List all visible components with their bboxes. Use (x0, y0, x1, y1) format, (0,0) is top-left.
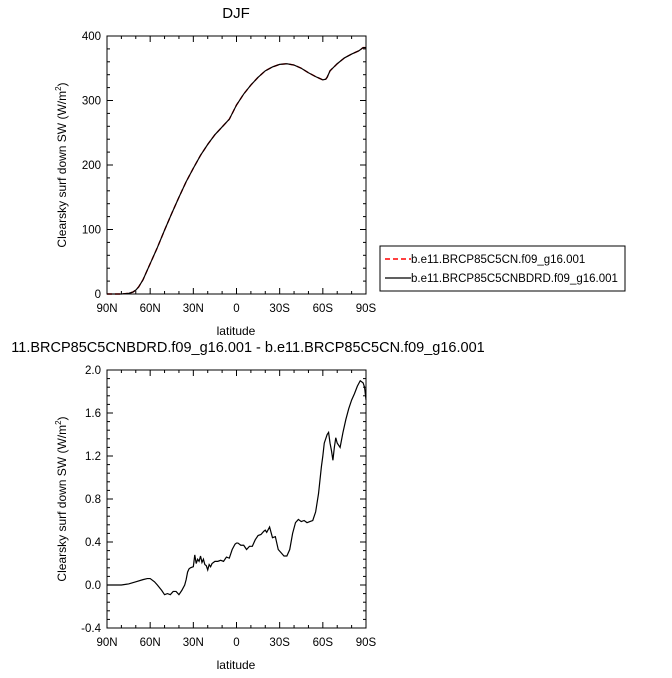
x-tick-label: 30N (183, 637, 204, 649)
y-tick-label: 0.4 (85, 537, 102, 549)
y-tick-label: 0.8 (85, 494, 101, 506)
bottom-plot-frame (106, 369, 367, 629)
y-tick-label: 200 (82, 160, 101, 172)
series-line-control (107, 46, 366, 295)
top-x-axis-label: latitude (217, 324, 256, 338)
x-tick-label: 60N (140, 303, 161, 315)
legend-box (379, 245, 626, 292)
x-tick-label: 60S (313, 637, 334, 649)
y-tick-label: 100 (82, 225, 101, 237)
top-plot-frame (106, 35, 367, 295)
x-tick-label: 0 (233, 637, 239, 649)
y-tick-label: -0.4 (81, 623, 101, 635)
x-tick-label: 0 (233, 303, 239, 315)
legend: b.e11.BRCP85C5CN.f09_g16.001 b.e11.BRCP8… (379, 245, 626, 292)
x-tick-label: 90S (356, 637, 377, 649)
legend-label-control: b.e11.BRCP85C5CN.f09_g16.001 (411, 254, 585, 266)
bottom-y-axis-label: Clearsky surf down SW (W/m2) (54, 416, 69, 581)
top-chart-title: DJF (222, 5, 250, 22)
y-tick-label: 0 (95, 289, 101, 301)
y-tick-label: 0.0 (85, 580, 101, 592)
y-tick-label: 400 (82, 31, 101, 43)
bottom-panel: 11.BRCP85C5CNBDRD.f09_g16.001 - b.e11.BR… (11, 340, 484, 672)
x-tick-label: 60S (313, 303, 334, 315)
x-tick-label: 90S (356, 303, 377, 315)
series-line-bdrd (107, 47, 366, 295)
y-tick-label: 1.6 (85, 408, 101, 420)
top-y-axis-label: Clearsky surf down SW (W/m2) (54, 82, 69, 247)
x-tick-label: 90N (96, 303, 117, 315)
y-tick-label: 2.0 (85, 365, 101, 377)
top-panel: DJF 0 100 200 300 400 90N 60N 30N 0 30S 60S 90S lat… (54, 5, 377, 338)
bottom-x-axis-label: latitude (217, 658, 256, 672)
x-tick-label: 60N (140, 637, 161, 649)
x-tick-label: 30S (269, 637, 290, 649)
legend-label-bdrd: b.e11.BRCP85C5CNBDRD.f09_g16.001 (411, 273, 618, 285)
x-tick-label: 90N (96, 637, 117, 649)
bottom-chart-title: 11.BRCP85C5CNBDRD.f09_g16.001 - b.e11.BR… (11, 340, 484, 356)
series-line-difference (107, 379, 367, 596)
y-tick-label: 300 (82, 96, 101, 108)
x-tick-label: 30S (269, 303, 290, 315)
x-tick-label: 30N (183, 303, 204, 315)
y-tick-label: 1.2 (85, 451, 101, 463)
